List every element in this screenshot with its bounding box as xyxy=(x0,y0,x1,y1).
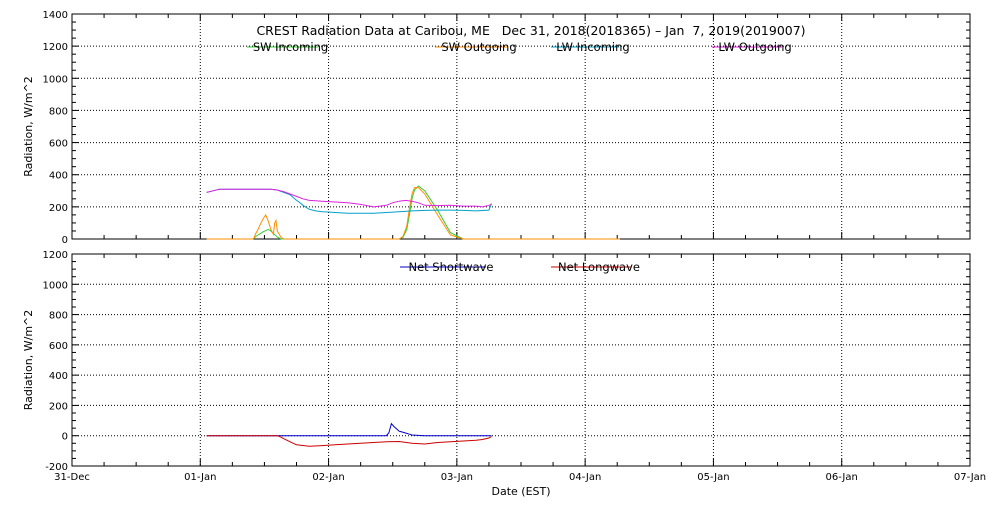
legend-label-sw-outgoing: SW Outgoing xyxy=(441,40,516,54)
top-panel: 0 200 400 600 800 1000 1200 1400 Radiation, W/m… xyxy=(22,10,971,246)
x-axis-label: Date (EST) xyxy=(491,485,550,498)
series-line-lw-incoming xyxy=(206,188,492,214)
x-tick-label: 31-Dec xyxy=(54,472,90,483)
bottom-y-tick-label: 600 xyxy=(49,341,68,352)
series-line-net-shortwave xyxy=(206,422,492,437)
x-tick-label: 03-Jan xyxy=(441,472,473,483)
legend-label-sw-incoming: SW Incoming xyxy=(253,40,328,54)
legend-label-net-longwave: Net Longwave xyxy=(558,260,640,274)
top-y-tick-label: 0 xyxy=(62,235,68,246)
top-minor-ticks xyxy=(71,13,971,240)
x-tick-label: 05-Jan xyxy=(697,472,729,483)
legend-label-lw-outgoing: LW Outgoing xyxy=(718,40,791,54)
top-y-tick-labels: 0 200 400 600 800 1000 1200 1400 xyxy=(43,10,68,246)
series-line-lw-outgoing xyxy=(206,188,492,208)
bottom-y-tick-labels: -200 0 200 400 600 800 1000 1200 xyxy=(43,250,68,473)
series-line-net-longwave xyxy=(206,435,492,447)
bottom-y-tick-label: 800 xyxy=(49,311,68,322)
top-y-axis-label: Radiation, W/m^2 xyxy=(22,76,35,177)
figure-title: CREST Radiation Data at Caribou, ME Dec … xyxy=(256,23,805,38)
bottom-series-group xyxy=(206,422,492,447)
top-y-tick-label: 1000 xyxy=(43,74,68,85)
x-tick-label: 04-Jan xyxy=(569,472,601,483)
top-series-group xyxy=(206,185,620,240)
series-line-sw-incoming xyxy=(206,185,620,240)
top-y-tick-label: 200 xyxy=(49,203,68,214)
top-y-tick-label: 1200 xyxy=(43,42,68,53)
top-grid xyxy=(72,14,970,239)
x-tick-label: 02-Jan xyxy=(312,472,344,483)
bottom-y-tick-label: -200 xyxy=(45,462,68,473)
x-tick-label: 06-Jan xyxy=(826,472,858,483)
top-legend: SW Incoming SW Outgoing LW Incoming LW Outg… xyxy=(247,40,792,54)
bottom-panel: -200 0 200 400 600 800 1000 1200 Radiation, W/m… xyxy=(22,250,986,498)
top-y-tick-label: 400 xyxy=(49,171,68,182)
bottom-y-tick-label: 1000 xyxy=(43,280,68,291)
bottom-y-tick-label: 0 xyxy=(62,432,68,443)
bottom-y-tick-label: 400 xyxy=(49,371,68,382)
top-plot-frame xyxy=(71,13,971,240)
top-y-tick-label: 600 xyxy=(49,139,68,150)
bottom-plot-frame xyxy=(71,253,971,467)
x-tick-labels: 31-Dec 01-Jan 02-Jan 03-Jan 04-Jan 05-Jan 06-J… xyxy=(54,472,986,483)
bottom-legend: Net Shortwave Net Longwave xyxy=(400,260,640,274)
bottom-y-tick-label: 200 xyxy=(49,401,68,412)
series-line-sw-outgoing xyxy=(206,187,620,240)
top-y-tick-label: 800 xyxy=(49,106,68,117)
legend-label-net-shortwave: Net Shortwave xyxy=(408,260,493,274)
bottom-grid xyxy=(72,254,970,466)
bottom-y-axis-label: Radiation, W/m^2 xyxy=(22,310,35,411)
bottom-minor-ticks xyxy=(71,253,971,467)
top-y-tick-label: 1400 xyxy=(43,10,68,21)
x-tick-label: 01-Jan xyxy=(184,472,216,483)
legend-label-lw-incoming: LW Incoming xyxy=(556,40,629,54)
x-tick-label: 07-Jan xyxy=(954,472,986,483)
bottom-y-tick-label: 1200 xyxy=(43,250,68,261)
